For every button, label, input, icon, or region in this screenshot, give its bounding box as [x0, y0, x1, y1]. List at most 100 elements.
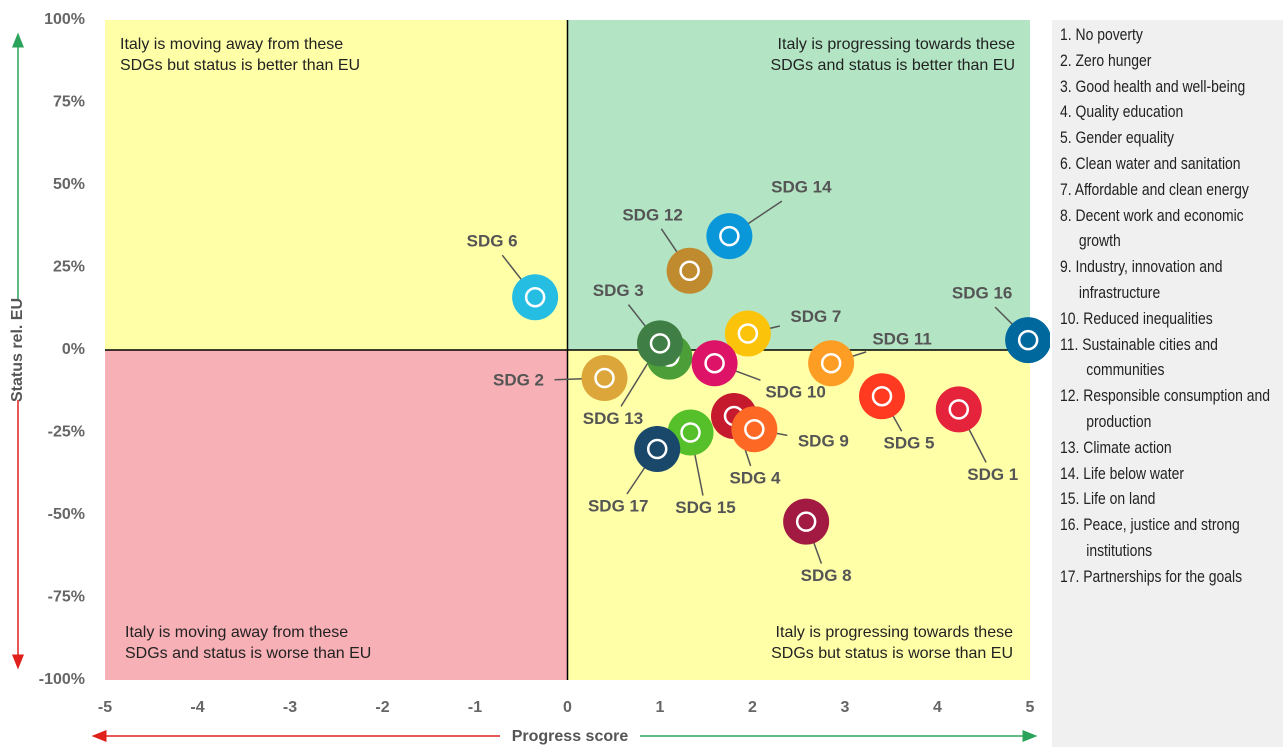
point — [783, 498, 830, 545]
y-tick-label: -50% — [48, 506, 85, 523]
point — [859, 373, 905, 420]
point-icon — [1017, 329, 1039, 351]
x-axis-label: Progress score — [512, 728, 629, 745]
point-label: SDG 15 — [675, 498, 735, 517]
point-label: SDG 9 — [798, 432, 849, 451]
y-tick-label: -25% — [48, 424, 85, 441]
x-tick-label: -4 — [190, 699, 204, 716]
legend-item: 9. Industry, innovation and infrastructu… — [1060, 257, 1223, 302]
x-tick-label: 4 — [933, 699, 942, 716]
point — [731, 406, 778, 453]
y-tick-label: 50% — [53, 176, 85, 193]
legend-item: 8. Decent work and economic growth — [1060, 205, 1244, 251]
point-icon — [737, 323, 759, 344]
quadrant-text: Italy is moving away from these SDGs and … — [125, 624, 371, 662]
point-icon — [948, 399, 970, 420]
marks — [512, 213, 1050, 545]
quadrant-text: Italy is progressing towards these SDGs b… — [771, 624, 1013, 662]
x-tick-label: -3 — [283, 699, 297, 716]
point — [666, 247, 713, 294]
legend-item: 3. Good health and well-being — [1060, 76, 1246, 96]
quadrant — [105, 20, 568, 350]
point-icon — [524, 286, 546, 308]
x-tick-label: -2 — [375, 699, 389, 716]
point — [935, 386, 982, 433]
chart: Italy is moving away from these SDGs but … — [8, 11, 1050, 745]
legend: 1. No poverty 2. Zero hunger 3. Good healt… — [1052, 20, 1283, 747]
point-label: SDG 2 — [493, 371, 544, 390]
legend-item: 5. Gender equality — [1060, 128, 1174, 148]
point-label: SDG 12 — [622, 205, 682, 224]
point-icon — [646, 438, 668, 460]
y-tick-label: 100% — [44, 11, 85, 28]
point — [808, 340, 855, 387]
point — [724, 310, 771, 357]
quadrant — [105, 350, 568, 680]
quadrant-text: Italy is moving away from these SDGs but … — [120, 36, 360, 74]
point-icon — [649, 333, 671, 354]
y-tick-label: -100% — [39, 671, 85, 688]
point — [637, 320, 683, 367]
point — [634, 426, 681, 472]
legend-item: 12. Responsible consumption and producti… — [1060, 386, 1271, 431]
x-tick-label: 0 — [563, 699, 572, 716]
legend-list: 1. No poverty 2. Zero hunger 3. Good healt… — [1060, 22, 1283, 590]
legend-item: 14. Life below water — [1060, 463, 1184, 483]
legend-item: 16. Peace, justice and strong institutio… — [1060, 515, 1240, 560]
point-icon — [594, 367, 615, 389]
legend-item: 11. Sustainable cities and communities — [1060, 334, 1218, 380]
quadrant — [567, 20, 1030, 350]
point-label: SDG 8 — [801, 566, 852, 585]
y-tick-label: 75% — [53, 94, 85, 111]
x-tick-label: 2 — [748, 699, 757, 716]
point-icon — [820, 352, 842, 374]
point-label: SDG 17 — [588, 496, 648, 515]
legend-item: 1. No poverty — [1060, 25, 1143, 44]
point-icon — [679, 260, 700, 282]
point-label: SDG 14 — [771, 178, 832, 197]
legend-item: 4. Quality education — [1060, 102, 1184, 122]
y-tick-label: -75% — [48, 589, 85, 606]
legend-item: 2. Zero hunger — [1060, 50, 1152, 70]
y-tick-label: 25% — [53, 259, 85, 276]
point-label: SDG 1 — [967, 465, 1018, 484]
point-label: SDG 3 — [593, 281, 644, 300]
point — [1005, 317, 1050, 364]
x-tick-label: -5 — [98, 699, 112, 716]
legend-item: 10. Reduced inequalities — [1060, 308, 1213, 328]
point — [512, 274, 559, 321]
point-icon — [680, 422, 701, 443]
legend-item: 17. Partnerships for the goals — [1060, 566, 1243, 586]
point-label: SDG 4 — [729, 468, 781, 487]
point-label: SDG 16 — [952, 284, 1012, 303]
point-label: SDG 6 — [467, 232, 518, 251]
point-icon — [744, 418, 765, 440]
legend-item: 13. Climate action — [1060, 437, 1172, 457]
y-tick-label: 0% — [62, 341, 85, 358]
point-label: SDG 13 — [583, 409, 643, 428]
point — [691, 340, 738, 387]
quadrant-text: Italy is progressing towards these SDGs a… — [770, 36, 1015, 74]
labels: SDG 1 SDG 2 SDG 3 SDG 4 SDG 5 SDG 6 SDG 7 SDG 8… — [467, 178, 1019, 585]
point — [581, 355, 628, 402]
legend-item: 7. Affordable and clean energy — [1060, 179, 1249, 199]
point-label: SDG 5 — [883, 434, 934, 453]
point-label: SDG 10 — [765, 383, 825, 402]
legend-item: 6. Clean water and sanitation — [1060, 153, 1241, 173]
point-label: SDG 11 — [872, 330, 932, 349]
point-icon — [871, 385, 893, 407]
x-tick-label: -1 — [468, 699, 482, 716]
y-label-bg — [8, 300, 28, 400]
point-label: SDG 7 — [790, 307, 841, 326]
x-tick-label: 1 — [656, 699, 665, 716]
quadrants: Italy is moving away from these SDGs but … — [39, 11, 1035, 716]
point-icon — [795, 511, 817, 532]
x-tick-label: 5 — [1026, 699, 1035, 716]
point — [706, 213, 753, 260]
x-tick-label: 3 — [841, 699, 850, 716]
point-icon — [719, 225, 740, 247]
y-axis-label: Status rel. EU — [9, 298, 26, 402]
legend-item: 15. Life on land — [1060, 489, 1156, 509]
point-icon — [704, 352, 725, 374]
